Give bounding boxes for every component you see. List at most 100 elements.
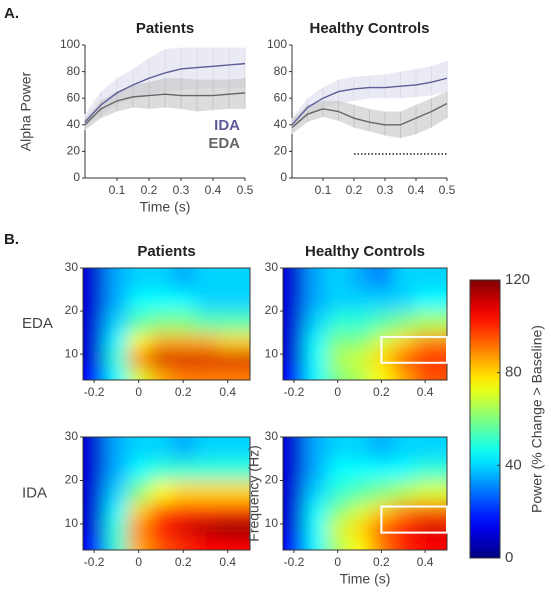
heatmap-cell: [172, 349, 195, 368]
heatmap-cell: [105, 349, 129, 368]
heatmap-cell: [105, 332, 129, 351]
heatmap: [83, 268, 250, 380]
legend-label: EDA: [208, 135, 240, 152]
heatmap: [283, 437, 447, 550]
colorbar: [469, 279, 501, 559]
heatmap-cell: [348, 437, 371, 460]
y-tick-label: 20: [265, 303, 279, 317]
heatmap-cell: [216, 349, 250, 368]
heatmap-cell: [105, 536, 129, 550]
heatmap-cell: [172, 268, 195, 291]
heatmap-cell: [348, 268, 371, 291]
plot-frame: [82, 267, 251, 381]
heatmap-cell: [414, 332, 447, 351]
x-tick-label: 0.2: [373, 555, 390, 569]
heatmap-cell: [370, 437, 393, 460]
y-tick-label: 30: [65, 260, 79, 274]
heatmap-cell: [127, 458, 151, 481]
heatmap-cell: [414, 458, 447, 481]
heatmap-cell: [304, 480, 328, 503]
heatmap: [283, 268, 447, 380]
y-tick-label: 60: [274, 90, 288, 104]
heatmap-cell: [326, 349, 350, 368]
heatmap-cell: [216, 519, 250, 538]
heatmap-cell: [392, 289, 415, 312]
heatmap-cell: [83, 437, 106, 460]
heatmap-cells: [283, 268, 447, 380]
heatmap-cell: [283, 458, 306, 481]
heatmap-cell: [149, 289, 173, 312]
heatmap-cell: [149, 367, 173, 380]
x-tick-label: 0.2: [175, 555, 192, 569]
heatmap-cell: [414, 311, 447, 334]
roi-box: [380, 505, 448, 534]
heatmap-cell: [83, 502, 106, 521]
x-tick-label: -0.2: [84, 385, 105, 399]
heatmap-cell: [414, 349, 447, 368]
x-tick-label: 0.4: [417, 385, 434, 399]
heatmap-cell: [304, 311, 328, 334]
x-tick-label: -0.2: [84, 555, 105, 569]
heatmap-cell: [414, 268, 447, 291]
legend-label: IDA: [214, 117, 240, 134]
colorbar-tick-label: 40: [505, 456, 522, 473]
heatmap-cell: [326, 332, 350, 351]
y-tick-label: 20: [265, 473, 279, 487]
heatmap-cell: [348, 311, 371, 334]
heatmap-cell: [216, 268, 250, 291]
heatmap-cell: [326, 289, 350, 312]
heatmap-cell: [392, 536, 415, 550]
chart-title: Healthy Controls: [305, 243, 425, 260]
heatmap-cell: [194, 268, 218, 291]
heatmap-cell: [283, 536, 306, 550]
y-tick-label: 40: [274, 117, 288, 131]
x-tick-label: 0.4: [205, 183, 222, 197]
heatmap-cell: [172, 367, 195, 380]
x-tick-label: 0.1: [315, 183, 332, 197]
y-tick-label: 0: [73, 170, 80, 184]
heatmap-cell: [348, 519, 371, 538]
heatmap-cell: [83, 458, 106, 481]
panel-label: A.: [4, 5, 19, 22]
y-tick-label: 30: [265, 429, 279, 443]
heatmap-cell: [105, 480, 129, 503]
y-tick-label: 20: [65, 473, 79, 487]
y-tick-label: 10: [65, 346, 79, 360]
heatmap-cell: [172, 289, 195, 312]
heatmap-cell: [149, 311, 173, 334]
heatmap-cells: [83, 268, 250, 380]
heatmap-cell: [149, 458, 173, 481]
heatmap: [83, 437, 250, 550]
x-tick-label: 0.4: [408, 183, 425, 197]
heatmap-cell: [194, 367, 218, 380]
y-tick-label: 40: [67, 117, 81, 131]
heatmap-cells: [283, 437, 447, 550]
plot-frame: [282, 267, 448, 381]
heatmap-cell: [392, 519, 415, 538]
heatmap-cell: [370, 536, 393, 550]
heatmap-cell: [370, 458, 393, 481]
x-tick-label: 0.1: [109, 183, 126, 197]
heatmap-cell: [304, 458, 328, 481]
heatmap-cell: [149, 480, 173, 503]
heatmap-cell: [216, 367, 250, 380]
heatmap-cell: [83, 519, 106, 538]
heatmap-cell: [172, 311, 195, 334]
heatmap-cell: [83, 332, 106, 351]
y-axis-label: Frequency (Hz): [246, 445, 262, 541]
heatmap-cell: [326, 519, 350, 538]
heatmap-cell: [414, 536, 447, 550]
line: [291, 102, 448, 128]
heatmap-cell: [216, 332, 250, 351]
heatmap-cell: [149, 437, 173, 460]
heatmap-cell: [370, 311, 393, 334]
heatmap-cell: [105, 367, 129, 380]
heatmap-cell: [304, 519, 328, 538]
heatmap-cell: [392, 349, 415, 368]
heatmap-cell: [392, 437, 415, 460]
heatmap-cell: [83, 311, 106, 334]
heatmap-cell: [283, 289, 306, 312]
plot-frame: [282, 436, 448, 551]
x-tick-label: 0.2: [141, 183, 158, 197]
